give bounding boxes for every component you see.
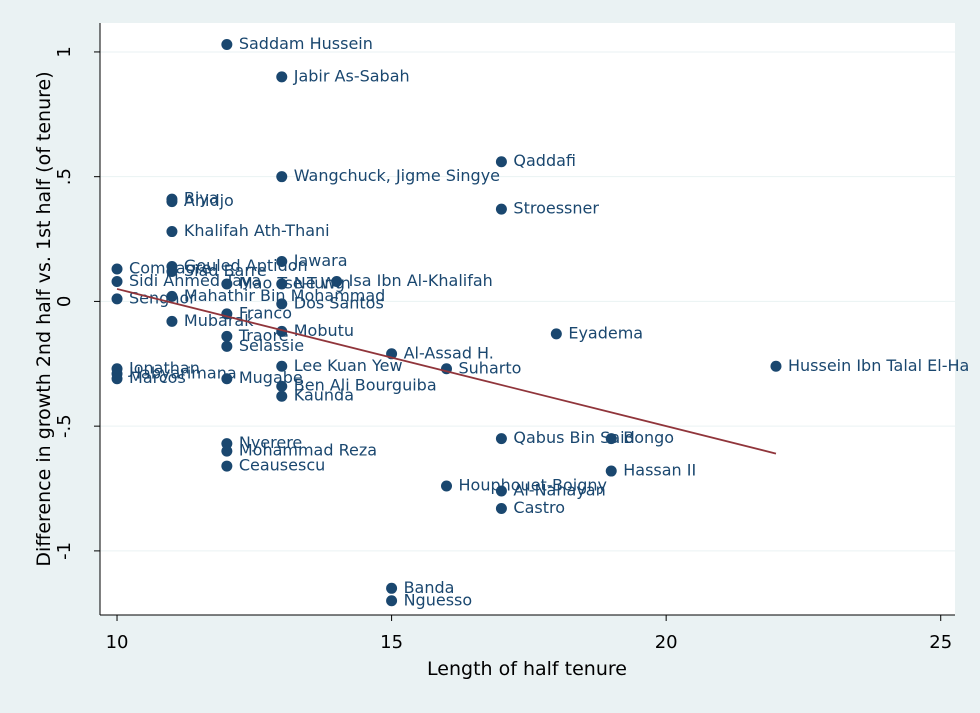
point-label: Mugabe	[239, 368, 303, 387]
point-label: Senghor	[129, 288, 196, 307]
point	[276, 360, 288, 372]
point-label: Mobutu	[294, 321, 354, 340]
point-label: Houphouet-Boigny	[459, 476, 607, 495]
point	[276, 71, 288, 83]
point-label: Hussein Ibn Talal El-Ha	[788, 356, 969, 375]
point-label: Jabir As-Sabah	[293, 66, 410, 85]
point-label: Suharto	[459, 358, 522, 377]
point	[221, 38, 233, 50]
point	[166, 290, 178, 302]
point-label: Isa Ibn Al-Khalifah	[349, 271, 493, 290]
point	[331, 275, 343, 287]
point	[166, 260, 178, 272]
point	[111, 263, 123, 275]
x-tick-label: 15	[380, 632, 403, 653]
point	[166, 196, 178, 208]
x-tick-label: 25	[929, 632, 952, 653]
point	[111, 275, 123, 287]
point-label: Habyarimana	[129, 363, 237, 382]
point-label: Khalifah Ath-Thani	[184, 221, 330, 240]
point-label: Marcos	[129, 368, 186, 387]
point-label: Jonathan	[128, 358, 200, 377]
point-label: Qaddafi	[513, 151, 576, 170]
y-axis-title: Difference in growth 2nd half vs. 1st ha…	[33, 71, 55, 566]
point-label: Kaunda	[294, 386, 354, 405]
point-label: Ahidjo	[184, 191, 234, 210]
point	[495, 502, 507, 514]
point	[221, 278, 233, 290]
x-axis-title: Length of half tenure	[427, 658, 627, 680]
point	[495, 433, 507, 445]
y-tick-label: -.5	[54, 414, 75, 438]
point-label: Gouled Aptidon	[184, 256, 308, 275]
point-label: Nguesso	[404, 590, 473, 609]
point-label: Ceausescu	[239, 456, 325, 475]
point-label: Mahathir Bin Mohammad	[184, 286, 385, 305]
point	[276, 390, 288, 402]
point	[605, 465, 617, 477]
point	[276, 380, 288, 392]
y-tick-label: 0	[54, 296, 75, 307]
point-label: Bongo	[623, 428, 674, 447]
point	[221, 340, 233, 352]
point-label: Selassie	[239, 336, 304, 355]
point-label: Traore	[238, 326, 289, 345]
point	[276, 255, 288, 267]
point-label: Mohammad Reza	[239, 441, 377, 460]
x-tick-label: 10	[106, 632, 129, 653]
point	[221, 460, 233, 472]
point	[111, 373, 123, 385]
point	[495, 485, 507, 497]
y-tick-label: .5	[54, 168, 75, 185]
plot-area	[100, 23, 955, 615]
point-label: Qabus Bin Said	[513, 428, 634, 447]
point-label: Banda	[404, 578, 455, 597]
point-label: Al-Assad H.	[404, 343, 494, 362]
point	[166, 226, 178, 238]
point-label: Franco	[239, 303, 292, 322]
point-label: Mao Tse-Tung	[239, 273, 345, 292]
point-label: Ben Ali Bourguiba	[294, 376, 437, 395]
point-label: Al-Nahayan	[513, 481, 605, 500]
point	[221, 445, 233, 457]
point	[550, 328, 562, 340]
point-label: Hassan II	[623, 461, 696, 480]
point	[276, 298, 288, 310]
point	[276, 171, 288, 183]
point-label: Lee Kuan Yew	[294, 356, 403, 375]
point	[770, 360, 782, 372]
point	[166, 315, 178, 327]
point	[386, 582, 398, 594]
point-label: Biya	[184, 189, 219, 208]
point-label: Castro	[513, 498, 565, 517]
point	[495, 203, 507, 215]
point-label: Stroessner	[513, 199, 599, 218]
point	[605, 433, 617, 445]
point	[111, 293, 123, 305]
point-label: Mubarak	[184, 311, 254, 330]
fit-line	[116, 288, 777, 455]
point	[221, 330, 233, 342]
point-label: Jawara	[293, 251, 348, 270]
point-label: Wangchuck, Jigme Singye	[294, 166, 500, 185]
point-label: Nyerere	[239, 433, 302, 452]
point	[386, 595, 398, 607]
point	[221, 373, 233, 385]
point-label: Saddam Hussein	[239, 34, 373, 53]
point-label: Eyadema	[568, 323, 643, 342]
point	[495, 156, 507, 168]
y-tick-label: -1	[54, 542, 75, 560]
point	[441, 480, 453, 492]
y-tick-label: 1	[54, 46, 75, 57]
point-label: Siad Barre	[184, 261, 267, 280]
point-label: Ne Win	[294, 273, 351, 292]
x-tick-label: 20	[655, 632, 678, 653]
point	[276, 278, 288, 290]
point-label: Dos Santos	[294, 293, 384, 312]
